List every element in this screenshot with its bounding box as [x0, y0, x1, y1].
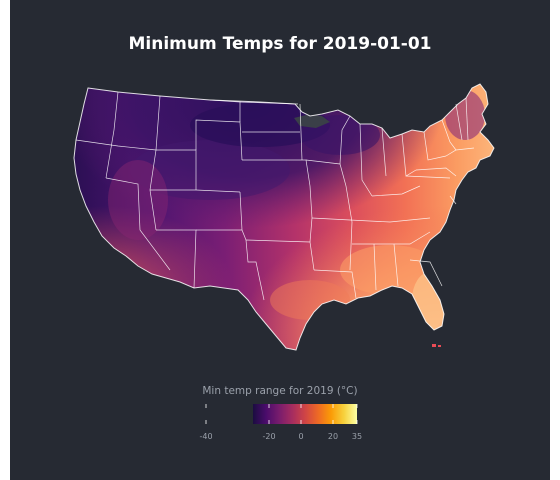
- us-temperature-map: [73, 83, 495, 424]
- legend-tick-label: -40: [199, 432, 213, 441]
- legend-tick-label: 0: [298, 432, 304, 441]
- legend-tick-label: 20: [327, 432, 339, 441]
- legend: [205, 404, 358, 424]
- legend-tick-label: -20: [262, 432, 276, 441]
- map-title: Minimum Temps for 2019-01-01: [128, 34, 432, 54]
- legend-tick-label: 35: [351, 432, 363, 441]
- state-borders: [73, 83, 495, 351]
- legend-title: Min temp range for 2019 (°C): [202, 385, 358, 397]
- legend-ticks: [205, 404, 358, 424]
- legend-color-bar: [253, 404, 357, 424]
- map-panel: Minimum Temps for 2019-01-01: [10, 0, 550, 480]
- island-details: [432, 344, 441, 347]
- temperature-surface: [74, 84, 494, 350]
